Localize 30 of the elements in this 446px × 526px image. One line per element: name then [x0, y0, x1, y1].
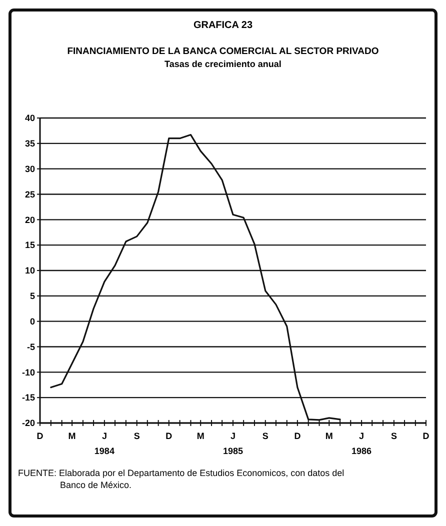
x-tick-label: J 1985	[222, 431, 244, 456]
y-tick-label: -20	[22, 418, 35, 428]
x-tick-label: M	[68, 431, 76, 441]
y-tick-label: 35	[24, 138, 35, 149]
y-tick-label: 20	[24, 214, 35, 225]
y-tick-label: 40	[24, 113, 35, 124]
y-tick-label: 30	[24, 164, 35, 174]
chart-subtitle: Tasas de crecimiento anual	[164, 59, 282, 69]
x-tick-label: D	[36, 431, 44, 441]
y-tick-label: -5	[26, 342, 35, 352]
text: GRAFICA 23	[193, 20, 253, 31]
x-tick-label: J 1984	[94, 431, 114, 456]
y-tick-label: -10	[22, 367, 35, 378]
x-tick-label: M	[196, 431, 204, 441]
y-tick-label: 0	[30, 316, 35, 326]
x-tick-label: S	[262, 431, 268, 441]
x-tick-label: S	[134, 431, 140, 441]
y-tick-label: 10	[24, 266, 35, 276]
y-tick-label: 25	[24, 189, 35, 200]
x-tick-label: S	[390, 431, 397, 441]
x-tick-label: J 1986	[352, 431, 372, 456]
source-note: FUENTE: Elaborada por el Departamento de Estudios Economicos, con datos del Banco de México.	[18, 468, 344, 490]
x-tick-label: M	[325, 431, 333, 441]
x-tick-label: D	[294, 431, 302, 441]
y-tick-label: -15	[22, 392, 35, 403]
x-tick-label: D	[422, 431, 430, 441]
x-tick-label: D	[166, 431, 173, 441]
y-tick-label: 5	[30, 291, 35, 302]
y-tick-label: 15	[24, 240, 35, 250]
chart-title: FINANCIAMIENTO DE LA BANCA COMERCIAL AL SECTOR PRIVADO	[67, 46, 379, 57]
